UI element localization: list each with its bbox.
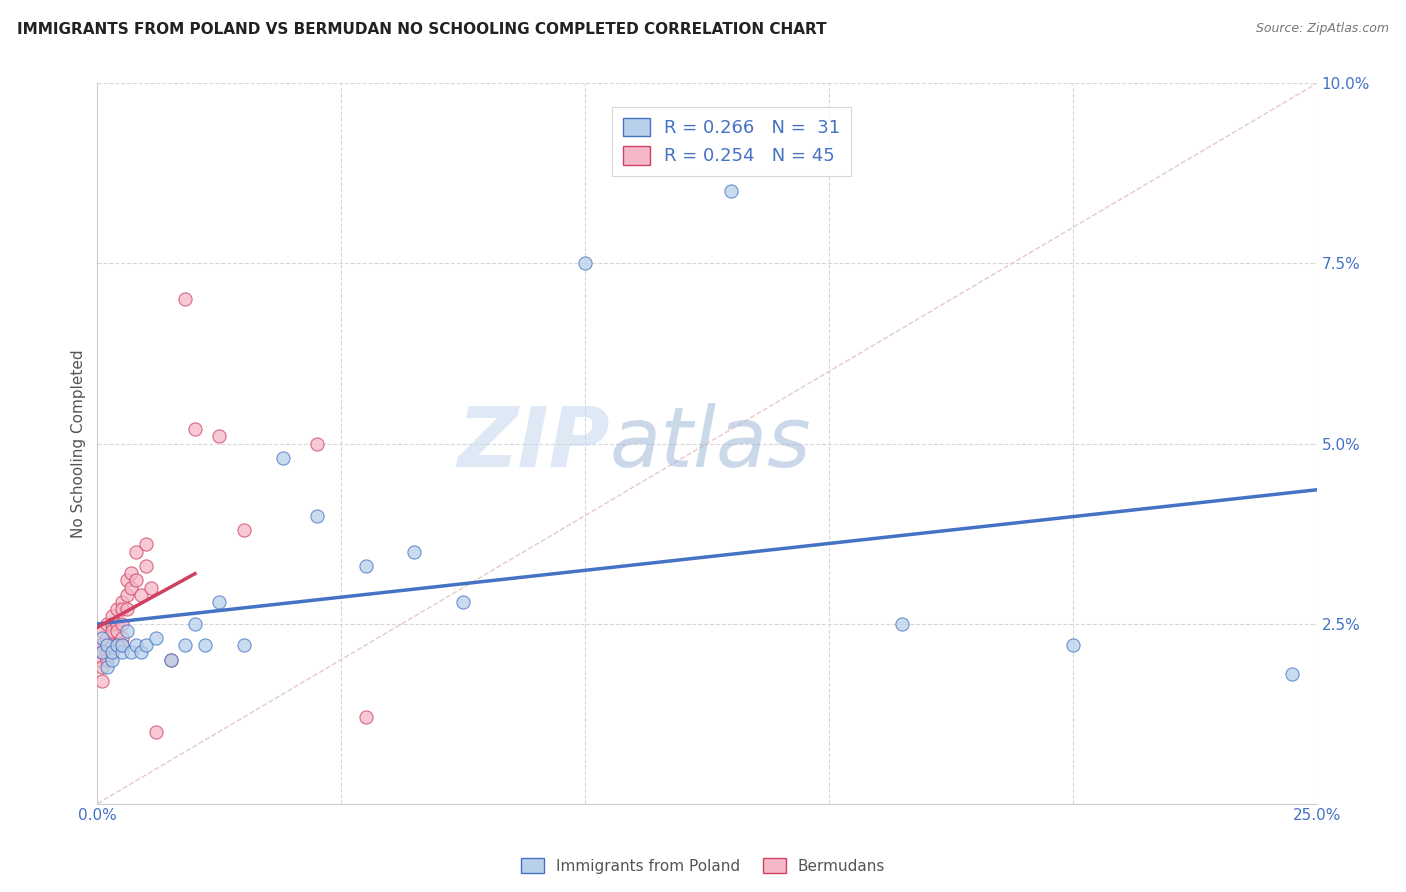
Point — [159, 652, 181, 666]
Point — [184, 422, 207, 436]
Point — [101, 652, 124, 666]
Point — [91, 645, 114, 659]
Point — [174, 638, 197, 652]
Point — [194, 638, 217, 652]
Point — [91, 645, 114, 659]
Point — [111, 616, 134, 631]
Point — [105, 624, 128, 638]
Point — [232, 523, 254, 537]
Point — [105, 602, 128, 616]
Point — [305, 508, 328, 523]
Point — [1281, 667, 1303, 681]
Point — [101, 609, 124, 624]
Legend: R = 0.266   N =  31, R = 0.254   N = 45: R = 0.266 N = 31, R = 0.254 N = 45 — [612, 107, 851, 177]
Point — [101, 624, 124, 638]
Point — [96, 652, 118, 666]
Y-axis label: No Schooling Completed: No Schooling Completed — [72, 349, 86, 538]
Point — [91, 638, 114, 652]
Point — [184, 616, 207, 631]
Point — [111, 645, 134, 659]
Point — [111, 631, 134, 645]
Point — [145, 724, 167, 739]
Point — [174, 293, 197, 307]
Point — [354, 710, 377, 724]
Text: ZIP: ZIP — [457, 403, 609, 484]
Point — [115, 624, 138, 638]
Point — [111, 638, 134, 652]
Point — [125, 544, 148, 558]
Point — [135, 558, 157, 573]
Point — [129, 645, 152, 659]
Point — [101, 616, 124, 631]
Point — [139, 581, 162, 595]
Point — [96, 638, 118, 652]
Point — [404, 544, 426, 558]
Point — [105, 616, 128, 631]
Point — [121, 645, 143, 659]
Point — [111, 595, 134, 609]
Point — [125, 574, 148, 588]
Point — [271, 450, 294, 465]
Point — [354, 558, 377, 573]
Point — [89, 638, 111, 652]
Point — [720, 185, 742, 199]
Point — [91, 631, 114, 645]
Point — [121, 566, 143, 581]
Point — [115, 574, 138, 588]
Point — [96, 660, 118, 674]
Text: atlas: atlas — [609, 403, 811, 484]
Point — [208, 595, 231, 609]
Point — [101, 645, 124, 659]
Point — [135, 537, 157, 551]
Point — [115, 588, 138, 602]
Point — [1062, 638, 1084, 652]
Point — [125, 638, 148, 652]
Point — [121, 581, 143, 595]
Point — [89, 652, 111, 666]
Point — [574, 256, 596, 270]
Point — [891, 616, 914, 631]
Point — [135, 638, 157, 652]
Point — [208, 429, 231, 443]
Point — [159, 652, 181, 666]
Point — [115, 602, 138, 616]
Point — [111, 602, 134, 616]
Point — [305, 436, 328, 450]
Text: IMMIGRANTS FROM POLAND VS BERMUDAN NO SCHOOLING COMPLETED CORRELATION CHART: IMMIGRANTS FROM POLAND VS BERMUDAN NO SC… — [17, 22, 827, 37]
Point — [111, 638, 134, 652]
Point — [96, 631, 118, 645]
Point — [96, 645, 118, 659]
Point — [91, 660, 114, 674]
Point — [105, 638, 128, 652]
Point — [105, 638, 128, 652]
Point — [145, 631, 167, 645]
Point — [451, 595, 474, 609]
Legend: Immigrants from Poland, Bermudans: Immigrants from Poland, Bermudans — [515, 852, 891, 880]
Point — [91, 624, 114, 638]
Point — [96, 616, 118, 631]
Point — [96, 638, 118, 652]
Point — [91, 674, 114, 689]
Point — [101, 638, 124, 652]
Point — [101, 645, 124, 659]
Point — [232, 638, 254, 652]
Text: Source: ZipAtlas.com: Source: ZipAtlas.com — [1256, 22, 1389, 36]
Point — [129, 588, 152, 602]
